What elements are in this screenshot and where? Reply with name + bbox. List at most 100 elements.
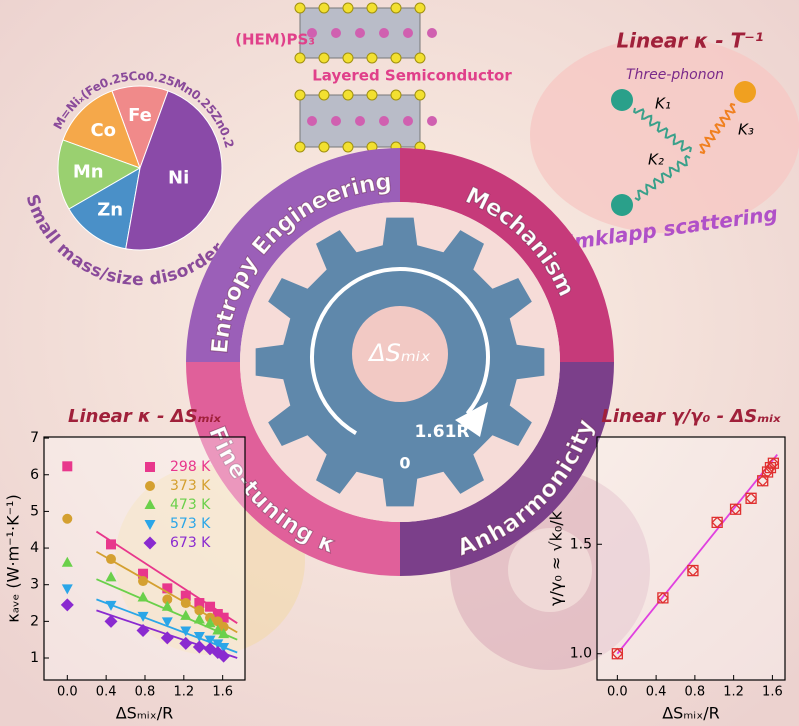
data-point [687,564,699,577]
atom [355,28,365,38]
data-point [745,492,758,505]
phonon-label: K₂ [648,151,664,169]
x-axis-label: ΔSₘᵢₓ/R [116,704,174,723]
gear-hub [352,306,448,402]
y-tick-label: 1.5 [570,536,592,552]
y-axis-label: κₐᵥₑ (W·m⁻¹·K⁻¹) [4,494,23,622]
data-point [104,614,118,628]
data-point [711,516,724,529]
data-point [162,583,173,594]
data-point [180,590,191,601]
data-point [179,636,193,650]
data-point [212,609,223,620]
y-axis-label: γ/γ₀ ≈ √k₀/k [547,510,566,606]
element-label: Co [90,120,116,141]
data-point [161,600,173,611]
phonon-wave [634,154,691,202]
data-point [218,612,229,623]
phonon [734,81,756,103]
data-point [193,613,205,624]
data-point [729,503,742,516]
element-label: Ni [168,167,189,188]
atom [318,52,330,64]
pie-slice [68,167,141,250]
atom [342,141,354,153]
material-label: Layered Semiconductor [312,67,512,85]
data-point [756,474,769,487]
legend-marker [143,536,157,550]
wheel: Entropy EngineeringMechanismAnharmonicit… [186,148,614,576]
data-point [180,609,192,620]
data-point [138,576,149,587]
legend-marker [144,499,156,509]
arrow-arc [310,267,490,435]
data-point [212,624,224,635]
data-point [205,601,216,612]
legend-label: 573 K [170,516,211,532]
process: Three-phonon [626,67,724,83]
y-tick-label: 2 [30,613,39,629]
atom [307,28,317,38]
data-point [105,571,117,582]
data-point [60,598,74,612]
pie-slice [62,90,141,169]
atom [403,116,413,126]
data-point [137,591,149,602]
y-tick-label: 7 [30,430,39,446]
atom [331,116,341,126]
atom [342,89,354,101]
data-point [218,621,229,632]
y-tick-label: 5 [30,503,39,519]
element-label: Fe [128,105,152,126]
atom [366,52,378,64]
atom [366,2,378,14]
atom [414,89,426,101]
data-point [61,556,73,567]
atom [318,2,330,14]
atom [342,2,354,14]
data-point [62,513,73,524]
data-point [204,617,216,628]
data-point [194,605,205,616]
atom [414,2,426,14]
data-point [217,649,231,663]
data-point [180,598,191,609]
wheel-segment [400,148,614,362]
phonon [611,194,633,216]
atom [403,28,413,38]
data-point [137,611,149,622]
element-label: Zn [97,200,123,221]
pie-slice [125,90,223,251]
data-point [162,594,173,605]
material: (HEM)PS₃ [235,31,315,49]
atom [390,52,402,64]
data-point [105,600,117,611]
atom [318,89,330,101]
x-tick-label: 1.2 [723,685,744,700]
bg-gear-hole [508,528,592,612]
x-axis-label: ΔSₘᵢₓ/R [662,704,720,723]
atom [379,116,389,126]
atom [294,141,306,153]
x-tick-label: 1.6 [212,685,233,700]
y-tick-label: 4 [30,540,39,556]
y-tick-label: 6 [30,467,39,483]
data-point [62,461,73,472]
data-point [218,643,230,654]
atom [366,89,378,101]
x-tick-label: 1.2 [173,685,194,700]
chart-title: Linear γ/γ₀ - ΔSₘᵢₓ [601,406,781,427]
atom [294,52,306,64]
data-point [212,639,224,650]
x-tick-label: 1.6 [762,685,783,700]
wheel-center: ΔSₘᵢₓ [367,339,431,367]
data-point [761,466,774,478]
legend-label: 473 K [170,497,211,513]
data-point [161,617,173,628]
legend-label: 298 K [170,459,211,475]
fit-line [616,453,778,655]
data-point [160,631,174,645]
phonon-wave [699,102,736,155]
atom [379,28,389,38]
